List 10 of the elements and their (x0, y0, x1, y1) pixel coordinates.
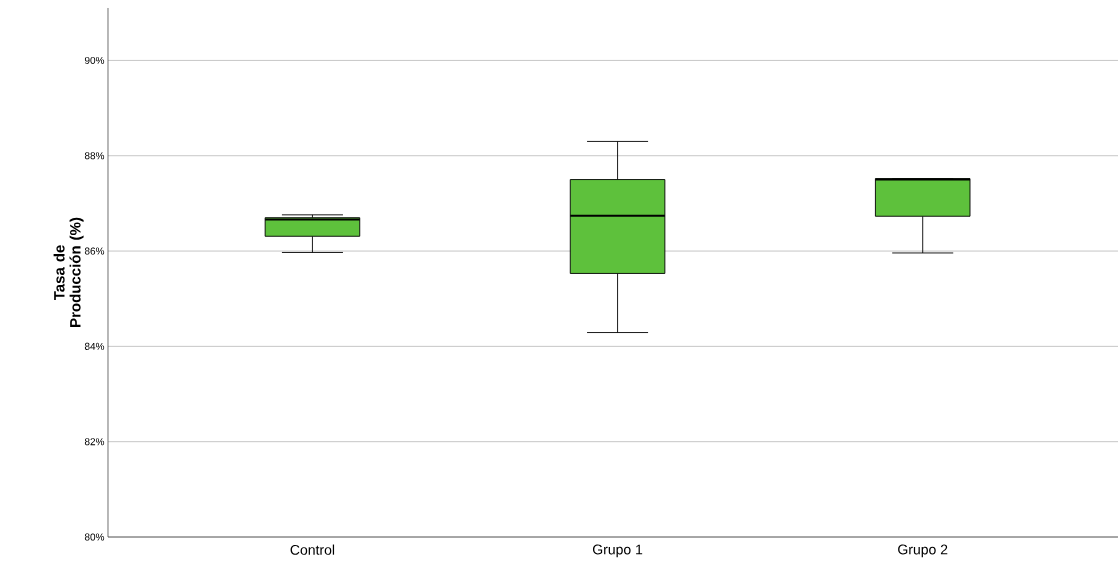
y-tick-label: 88% (84, 152, 105, 160)
y-tick-label: 86% (84, 247, 105, 255)
y-tick-label: 90% (84, 56, 105, 64)
x-tick-label: Grupo 2 (898, 544, 948, 558)
y-axis-title: Tasa de Producción (%) (53, 217, 84, 327)
x-tick-label: Grupo 1 (592, 544, 643, 558)
x-tick-label: Control (290, 544, 335, 555)
y-tick-label: 82% (84, 438, 105, 446)
y-tick-label: 84% (84, 342, 105, 350)
y-tick-label: 80% (84, 533, 105, 541)
